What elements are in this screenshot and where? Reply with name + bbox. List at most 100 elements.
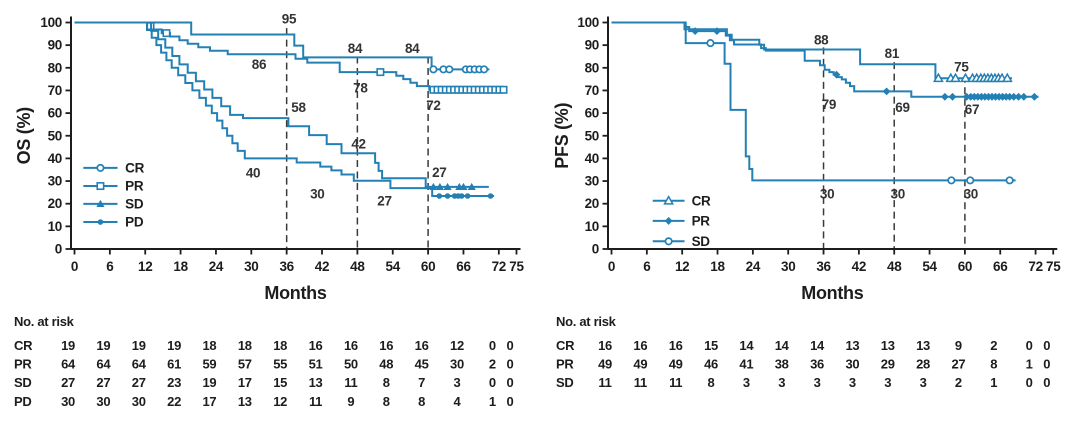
svg-text:10: 10 [48,219,62,234]
svg-text:16: 16 [344,338,358,353]
svg-text:86: 86 [252,57,267,72]
svg-text:72: 72 [492,259,506,274]
svg-text:SD: SD [692,234,711,249]
svg-text:45: 45 [415,357,429,372]
svg-text:49: 49 [669,357,683,372]
svg-text:12: 12 [273,394,287,409]
svg-text:13: 13 [238,394,252,409]
svg-text:13: 13 [845,338,859,353]
svg-text:13: 13 [881,338,895,353]
svg-text:79: 79 [822,97,836,112]
svg-text:42: 42 [852,259,866,274]
svg-text:16: 16 [309,338,323,353]
svg-text:30: 30 [61,394,75,409]
svg-text:1: 1 [990,375,997,390]
svg-text:11: 11 [669,375,682,390]
svg-text:49: 49 [633,357,647,372]
value-annotations: 95 86 58 40 84 78 42 30 84 72 27 27 [246,12,447,209]
svg-text:7: 7 [418,375,425,390]
svg-text:14: 14 [739,338,754,353]
svg-text:30: 30 [48,174,62,189]
svg-text:0: 0 [507,338,514,353]
svg-text:55: 55 [273,357,287,372]
svg-text:90: 90 [585,38,599,53]
svg-text:59: 59 [203,357,217,372]
svg-text:11: 11 [634,375,647,390]
svg-text:69: 69 [895,100,909,115]
svg-text:70: 70 [48,83,62,98]
svg-text:42: 42 [315,259,329,274]
value-annotations: 88 81 75 79 69 67 30 30 30 [814,32,980,201]
svg-text:19: 19 [167,338,181,353]
svg-text:11: 11 [309,394,322,409]
axes: 0 10 20 30 40 50 60 70 80 90 100 0 6 12 18 24 30 36 42 48 54… [552,15,1062,303]
svg-text:66: 66 [993,259,1008,274]
svg-text:6: 6 [643,259,651,274]
svg-text:3: 3 [920,375,927,390]
svg-text:24: 24 [746,259,761,274]
svg-text:11: 11 [598,375,611,390]
svg-text:12: 12 [450,338,464,353]
svg-text:0: 0 [1043,375,1050,390]
series-CR-censor-marks [429,65,489,74]
svg-text:1: 1 [1026,357,1033,372]
y-axis-label: OS (%) [14,107,34,165]
svg-text:80: 80 [585,60,599,75]
svg-text:PD: PD [125,215,144,230]
svg-text:6: 6 [106,259,114,274]
svg-text:51: 51 [309,357,323,372]
risk-row-label: SD [556,375,573,390]
svg-text:1: 1 [489,394,496,409]
series-CR-curve [74,21,490,71]
svg-text:9: 9 [955,338,962,353]
svg-text:36: 36 [810,357,824,372]
svg-text:72: 72 [1028,259,1042,274]
svg-text:12: 12 [675,259,689,274]
svg-text:0: 0 [507,394,514,409]
x-axis-label: Months [264,283,326,303]
svg-text:15: 15 [704,338,718,353]
svg-text:0: 0 [507,375,514,390]
svg-text:84: 84 [348,41,363,56]
risk-row-label: PR [556,357,574,372]
svg-text:54: 54 [386,259,401,274]
svg-text:67: 67 [965,102,979,117]
svg-text:75: 75 [509,259,524,274]
svg-text:8: 8 [990,357,997,372]
svg-text:48: 48 [887,259,902,274]
svg-text:46: 46 [704,357,718,372]
svg-text:19: 19 [61,338,75,353]
risk-row-label: PR [14,357,32,372]
svg-text:16: 16 [415,338,429,353]
svg-text:60: 60 [585,106,599,121]
svg-text:3: 3 [743,375,750,390]
legend: CR PR SD [652,193,711,249]
svg-text:4: 4 [453,394,461,409]
svg-text:SD: SD [125,196,144,211]
svg-text:49: 49 [598,357,612,372]
svg-text:36: 36 [279,259,294,274]
svg-text:100: 100 [577,15,599,30]
svg-text:9: 9 [347,394,354,409]
svg-text:60: 60 [958,259,972,274]
svg-text:18: 18 [238,338,252,353]
svg-text:41: 41 [739,357,753,372]
svg-text:16: 16 [598,338,612,353]
svg-text:27: 27 [432,165,446,180]
risk-row-label: CR [556,338,575,353]
svg-text:13: 13 [916,338,930,353]
svg-text:0: 0 [608,259,615,274]
axes: 0 10 20 30 40 50 60 70 80 90 100 0 6 12 18 24 30 36 42 48 54… [14,15,525,303]
risk-table-title: No. at risk [556,314,617,329]
risk-row-label: PD [14,394,31,409]
svg-text:11: 11 [344,375,357,390]
svg-text:64: 64 [61,357,76,372]
svg-text:100: 100 [40,15,62,30]
series-PD-curve [74,21,495,197]
svg-text:30: 30 [132,394,146,409]
svg-text:27: 27 [377,193,391,208]
svg-text:16: 16 [379,338,393,353]
svg-text:0: 0 [1026,338,1033,353]
